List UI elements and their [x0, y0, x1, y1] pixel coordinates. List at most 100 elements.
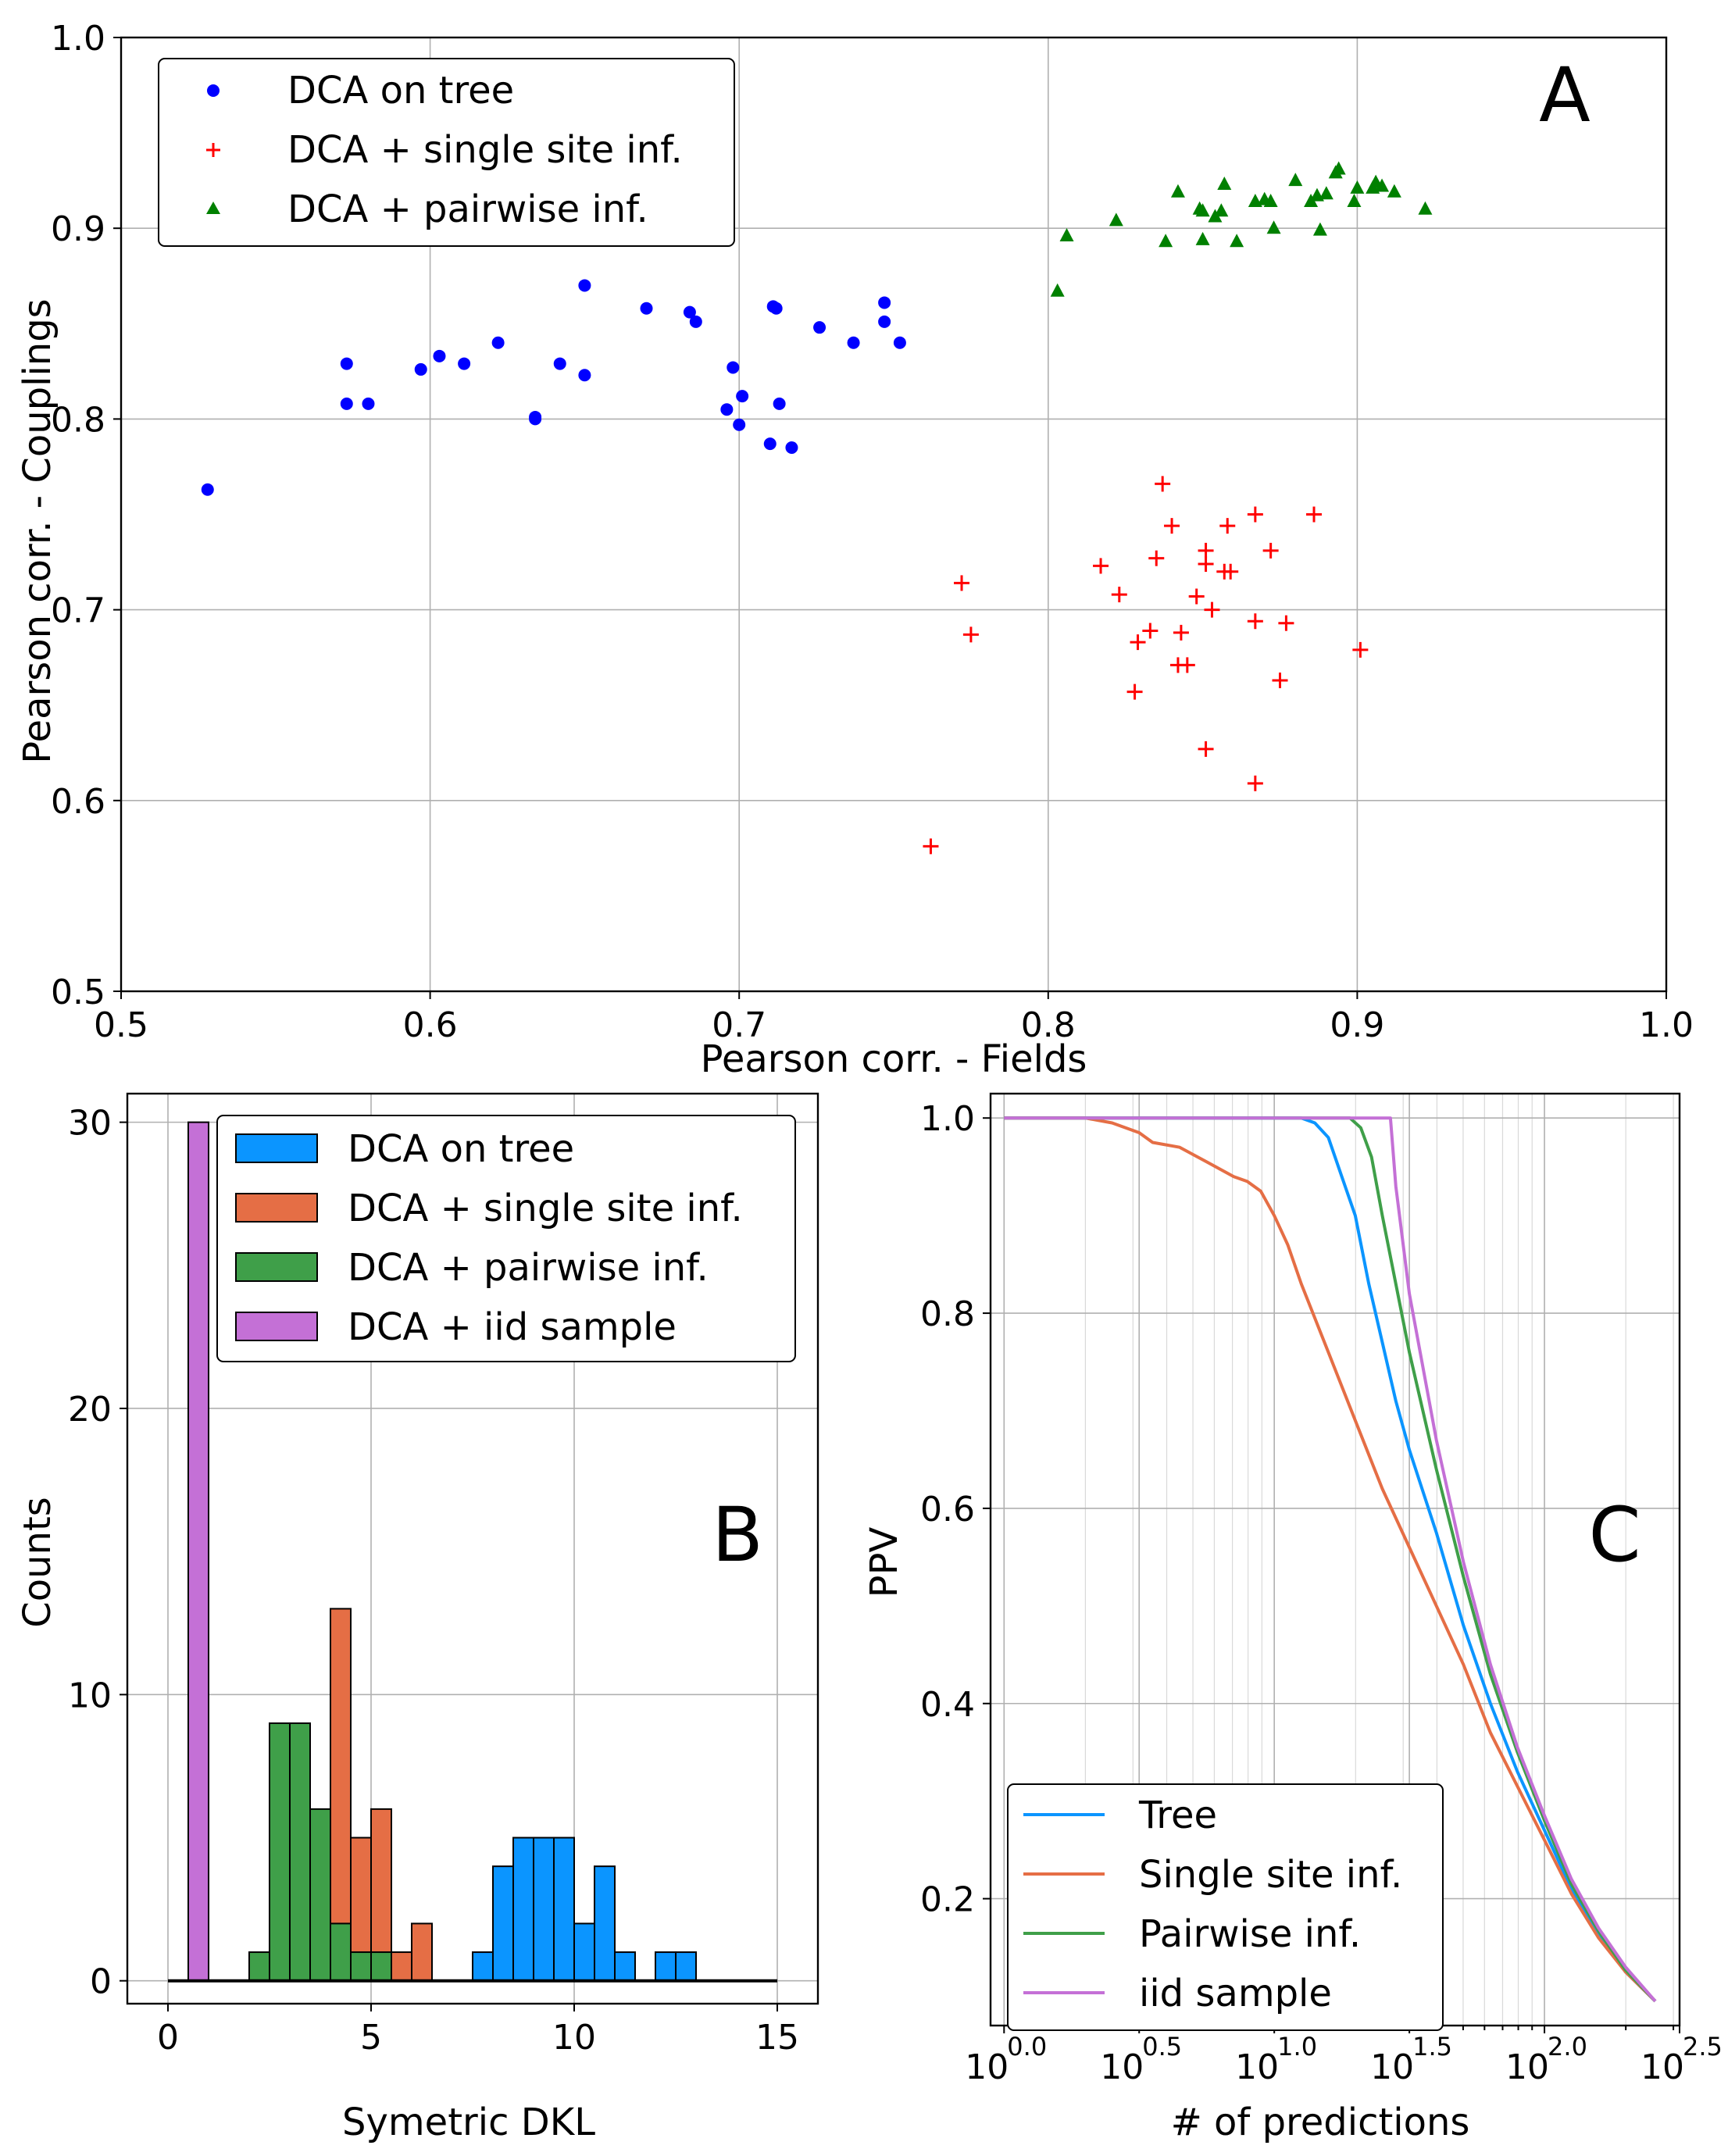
panel-c-xtick-exponent: 1.0 [1277, 2032, 1317, 2061]
bar-pairwise [350, 1951, 372, 1982]
point-tree [733, 418, 746, 431]
point-single-site [1306, 506, 1323, 523]
legend-a-label-tree: DCA on tree [287, 69, 514, 112]
legend-c-label-tree: Tree [1138, 1794, 1217, 1837]
panel-c-letter: C [1588, 1491, 1641, 1579]
panel-c-xtick-label: 10 [1641, 2047, 1684, 2087]
legend-b-label-pairwise: DCA + pairwise inf. [348, 1246, 709, 1290]
point-tree [640, 302, 653, 315]
panel-a-xtick-label: 0.5 [94, 1005, 148, 1045]
point-tree [720, 403, 734, 416]
point-single-site [1173, 624, 1189, 641]
panel-a-ticks: 0.5 0.6 0.7 0.8 0.9 1.0 0.5 0.6 0.7 0.8 0.9 1.0 [51, 19, 1694, 1045]
bar-single-site [411, 1922, 433, 1982]
panel-b-legend: DCA on tree DCA + single site inf. DCA +… [216, 1115, 796, 1362]
panel-b-frame [126, 1092, 819, 2005]
panel-a-ytick-label: 0.8 [51, 400, 105, 440]
point-pairwise [1350, 180, 1365, 194]
point-single-site [1352, 641, 1369, 658]
point-tree [553, 357, 566, 370]
point-pairwise [1159, 234, 1173, 248]
point-tree [813, 321, 827, 334]
point-single-site [1223, 563, 1239, 580]
panel-c-ylabel: PPV [862, 1526, 906, 1597]
bar-tree [472, 1951, 494, 1982]
point-single-site [1272, 672, 1288, 688]
point-single-site [1198, 741, 1214, 757]
point-tree [414, 362, 427, 376]
point-pairwise [1319, 186, 1333, 200]
point-pairwise [1195, 231, 1210, 245]
point-tree [340, 357, 353, 370]
panel-b-ytick-label: 30 [68, 1104, 112, 1144]
panel-b-letter: B [712, 1491, 763, 1579]
legend-a-label-single: DCA + single site inf. [287, 128, 683, 172]
panel-a-points [201, 161, 1433, 855]
point-single-site [1155, 476, 1171, 492]
point-pairwise [1059, 227, 1074, 241]
point-pairwise [1170, 184, 1185, 198]
point-pairwise [1331, 161, 1346, 175]
point-tree [683, 305, 696, 319]
panel-c-lines [1004, 1116, 1657, 2003]
panel-b-xtick-label: 5 [360, 2018, 382, 2058]
panel-b-ylabel: Counts [16, 1497, 59, 1628]
panel-c-ytick-label: 0.4 [920, 1685, 975, 1725]
panel-a-scatter: 0.5 0.6 0.7 0.8 0.9 1.0 0.5 0.6 0.7 0.8 0.9 1.0 Pea… [16, 19, 1694, 1081]
panel-a-frame [120, 36, 1668, 993]
point-tree [847, 336, 860, 349]
point-pairwise [1195, 203, 1210, 217]
point-single-site [1219, 518, 1236, 534]
point-tree [201, 483, 214, 496]
panel-b-xtick-label: 10 [552, 2018, 596, 2058]
legend-c-label-pairwise: Pairwise inf. [1139, 1912, 1361, 1956]
panel-b-bars [187, 1121, 697, 1982]
point-single-site [1278, 615, 1294, 631]
panel-c-line: 100.0100.5101.0101.5102.0102.50.20.40.60… [862, 1092, 1723, 2144]
panel-c-ytick-label: 0.8 [920, 1294, 975, 1334]
panel-a-ytick-label: 0.7 [51, 591, 105, 631]
panel-a-ylabel: Pearson corr. - Couplings [16, 298, 59, 763]
point-tree [529, 412, 542, 426]
panel-a-ytick-label: 0.6 [51, 782, 105, 822]
bar-pairwise [269, 1722, 291, 1982]
panel-c-xtick-exponent: 1.5 [1412, 2032, 1452, 2061]
bar-iid [187, 1121, 209, 1982]
legend-b-swatch-iid [235, 1312, 318, 1341]
panel-c-xtick-exponent: 0.0 [1007, 2032, 1047, 2061]
legend-a-marker-tree [207, 84, 220, 97]
point-tree [763, 437, 777, 451]
legend-c-label-iid: iid sample [1139, 1972, 1332, 2015]
line-iid [1004, 1116, 1657, 2003]
point-tree [773, 397, 786, 410]
bar-single-site [391, 1951, 412, 1982]
point-single-site [1093, 558, 1109, 574]
panel-a-xtick-label: 1.0 [1639, 1005, 1694, 1045]
panel-a-ytick-label: 1.0 [51, 19, 105, 59]
panel-c-xtick-label: 10 [1505, 2047, 1549, 2087]
bar-tree [594, 1865, 616, 1982]
panel-a-xtick-label: 0.8 [1021, 1005, 1076, 1045]
panel-c-xtick-label: 10 [1235, 2047, 1279, 2087]
point-pairwise [1214, 203, 1229, 217]
line-pairwise [1004, 1116, 1657, 2003]
point-single-site [923, 838, 939, 855]
panel-b-ticks: 0 5 10 15 0 10 20 30 [68, 1104, 799, 2058]
legend-b-swatch-pairwise [235, 1252, 318, 1282]
point-single-site [1164, 518, 1180, 534]
legend-a-marker-single [206, 143, 220, 157]
point-single-site [1247, 506, 1263, 523]
panel-b-histogram: 0 5 10 15 0 10 20 30 Symetric DKL Counts B DCA … [16, 1092, 819, 2144]
panel-c-ytick-label: 0.2 [920, 1880, 975, 1920]
point-single-site [1247, 775, 1263, 791]
point-single-site [1198, 542, 1214, 559]
point-single-site [954, 575, 970, 591]
bar-tree [655, 1951, 677, 1982]
point-single-site [1126, 684, 1143, 700]
point-pairwise [1217, 177, 1232, 191]
point-single-site [1179, 657, 1195, 673]
panel-c-xtick-exponent: 0.5 [1142, 2032, 1182, 2061]
panel-c-xtick-exponent: 2.0 [1548, 2032, 1587, 2061]
point-single-site [1142, 623, 1159, 639]
